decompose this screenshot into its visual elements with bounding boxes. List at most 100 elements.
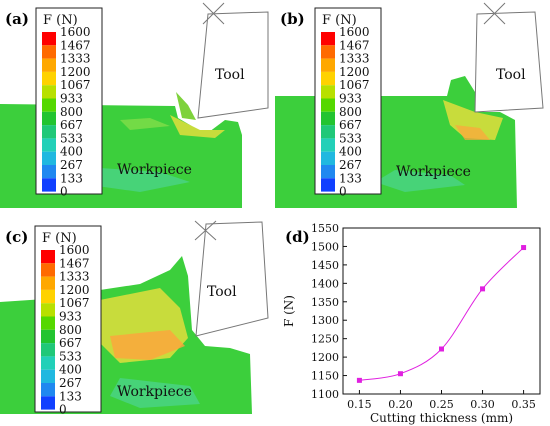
legend-tick-label: 1467 xyxy=(339,38,370,52)
color-legend: F (N) 1600146713331200106793380066753340… xyxy=(314,7,382,199)
legend-tick-label: 533 xyxy=(60,131,83,145)
y-tick-label: 1100 xyxy=(311,388,339,401)
legend-title: F (N) xyxy=(42,231,77,246)
legend-tick-label: 1467 xyxy=(59,256,90,270)
legend-title: F (N) xyxy=(43,13,78,28)
legend-swatch xyxy=(321,32,335,46)
panel-label: (c) xyxy=(5,228,28,246)
hot-zone xyxy=(455,125,490,140)
legend-tick-label: 1600 xyxy=(60,25,91,39)
color-legend: F (N) 1600146713331200106793380066753340… xyxy=(34,225,102,417)
legend-swatch xyxy=(42,45,56,59)
legend-tick-label: 400 xyxy=(60,145,83,159)
y-tick-label: 1500 xyxy=(311,240,339,253)
legend-tick-label: 0 xyxy=(59,403,67,417)
legend-swatch xyxy=(41,329,55,344)
x-tick-label: 0.30 xyxy=(470,398,495,411)
legend-swatch xyxy=(41,289,55,304)
legend-ticks: 1600146713331200106793380066753340026713… xyxy=(60,25,91,199)
legend-tick-label: 133 xyxy=(60,171,83,185)
data-point xyxy=(439,346,444,352)
y-tick-label: 1450 xyxy=(311,259,339,272)
data-point xyxy=(356,377,362,383)
tool-ref-mark xyxy=(483,2,506,25)
legend-swatch xyxy=(321,85,335,99)
legend-swatch xyxy=(41,383,55,397)
tool-label: Tool xyxy=(215,67,245,83)
mid-zone xyxy=(120,118,170,130)
legend-swatches xyxy=(41,250,55,410)
legend-tick-label: 800 xyxy=(339,105,362,119)
tool-label: Tool xyxy=(207,284,237,300)
y-tick-label: 1200 xyxy=(311,351,339,364)
data-point xyxy=(480,286,486,292)
legend-swatch xyxy=(42,71,56,86)
legend-swatch xyxy=(41,303,55,317)
chart-panel-label: (d) xyxy=(285,228,310,246)
panel-label: (b) xyxy=(280,10,305,28)
cool-zone xyxy=(90,168,190,192)
tool-body xyxy=(474,11,544,113)
legend-tick-label: 533 xyxy=(339,131,362,145)
cool-zone xyxy=(375,170,465,192)
stress-zone xyxy=(170,115,225,138)
legend-swatch xyxy=(321,151,335,165)
simulation-a: Tool Workpiece (a) F (N) 160014671333120… xyxy=(0,2,269,208)
legend-swatch xyxy=(321,178,335,192)
simulation-b: Tool Workpiece (b) F (N) 160014671333120… xyxy=(275,2,544,208)
force-chart: (d) 1100 1150 1200 1250 1300 1350 1400 1450 1500… xyxy=(282,222,541,425)
legend-tick-label: 267 xyxy=(339,158,362,172)
legend-tick-label: 800 xyxy=(59,323,82,337)
legend-swatch xyxy=(321,138,335,152)
legend-swatch xyxy=(42,138,56,152)
stress-zone xyxy=(443,100,503,140)
legend-tick-label: 667 xyxy=(60,118,83,132)
legend-swatch xyxy=(41,263,55,277)
chart-series xyxy=(356,245,527,383)
y-tick-label: 1550 xyxy=(311,222,339,235)
legend-tick-label: 1200 xyxy=(339,65,370,79)
legend-tick-label: 800 xyxy=(60,105,83,119)
x-axis-label: Cutting thickness (mm) xyxy=(370,411,513,425)
legend-swatch xyxy=(42,32,56,46)
legend-tick-label: 1600 xyxy=(339,25,370,39)
legend-tick-label: 400 xyxy=(339,145,362,159)
legend-tick-label: 0 xyxy=(339,185,347,199)
legend-tick-label: 1067 xyxy=(339,78,370,92)
y-tick-label: 1350 xyxy=(311,296,339,309)
panel-d: (d) 1100 1150 1200 1250 1300 1350 1400 1450 1500… xyxy=(275,218,550,426)
tool-body xyxy=(197,11,269,119)
workpiece-label: Workpiece xyxy=(396,164,471,180)
x-tick-label: 0.35 xyxy=(511,398,536,411)
legend-tick-label: 667 xyxy=(339,118,362,132)
tool-body xyxy=(195,221,269,337)
legend-swatch xyxy=(41,396,55,410)
legend-swatch xyxy=(41,356,55,370)
x-tick-label: 0.15 xyxy=(347,398,372,411)
panel-label: (a) xyxy=(5,10,29,28)
legend-swatch xyxy=(42,85,56,99)
chart-axes: 1100 1150 1200 1250 1300 1350 1400 1450 1500 1550… xyxy=(311,222,541,411)
legend-swatch xyxy=(42,151,56,165)
legend-tick-label: 267 xyxy=(60,158,83,172)
legend-tick-label: 1067 xyxy=(59,296,90,310)
legend-swatch xyxy=(42,178,56,192)
x-tick-label: 0.25 xyxy=(429,398,454,411)
legend-swatch xyxy=(321,165,335,179)
legend-tick-label: 400 xyxy=(59,363,82,377)
legend-tick-label: 1333 xyxy=(60,52,91,66)
tool-ref-mark xyxy=(202,2,225,25)
legend-swatch xyxy=(42,165,56,179)
workpiece-label: Workpiece xyxy=(117,162,192,178)
y-tick-label: 1150 xyxy=(311,370,339,383)
y-tick-label: 1300 xyxy=(311,314,339,327)
legend-swatches xyxy=(321,32,335,192)
legend-tick-label: 1333 xyxy=(339,52,370,66)
legend-tick-label: 1467 xyxy=(60,38,91,52)
legend-tick-label: 267 xyxy=(59,376,82,390)
plot-frame xyxy=(342,227,541,395)
legend-swatch xyxy=(42,98,56,112)
chip xyxy=(176,92,196,120)
series-line xyxy=(359,247,524,381)
legend-swatch xyxy=(321,71,335,86)
